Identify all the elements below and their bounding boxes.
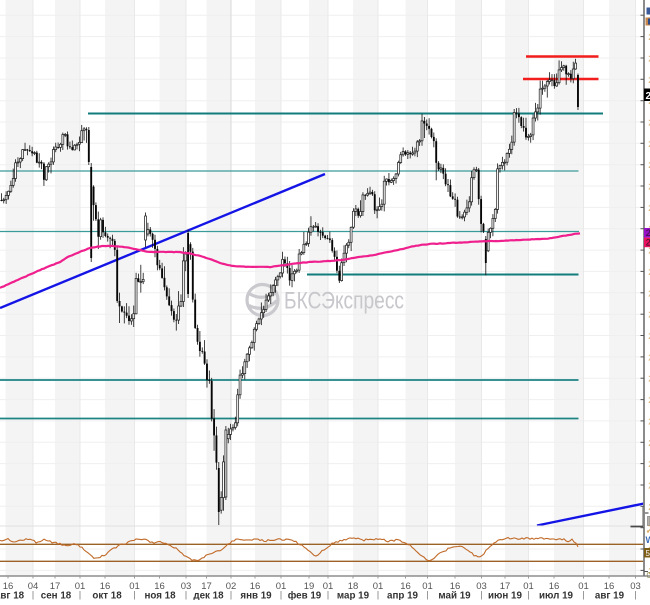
svg-text:2: 2 <box>646 228 650 238</box>
svg-text:май 19: май 19 <box>438 591 471 600</box>
svg-text:ноя 18: ноя 18 <box>144 591 176 600</box>
svg-text:03: 03 <box>181 581 192 592</box>
svg-text:сен 18: сен 18 <box>41 591 72 600</box>
svg-text:июн 19: июн 19 <box>488 591 522 600</box>
svg-text:03: 03 <box>630 581 641 592</box>
svg-text:янв 19: янв 19 <box>240 591 272 600</box>
svg-text:2: 2 <box>646 91 650 102</box>
svg-text:01: 01 <box>276 581 287 592</box>
svg-text:01: 01 <box>422 581 433 592</box>
svg-text:03: 03 <box>476 581 487 592</box>
svg-text:мар 19: мар 19 <box>337 591 370 600</box>
svg-text:01: 01 <box>323 581 334 592</box>
svg-text:01: 01 <box>523 581 534 592</box>
svg-text:фев 19: фев 19 <box>288 591 322 600</box>
svg-text:2: 2 <box>646 238 650 248</box>
svg-text:01: 01 <box>129 581 140 592</box>
svg-text:авг 19: авг 19 <box>595 591 625 600</box>
svg-text:01: 01 <box>75 581 86 592</box>
svg-text:02: 02 <box>226 581 237 592</box>
svg-text:5: 5 <box>646 549 650 558</box>
svg-text:окт 18: окт 18 <box>92 591 122 600</box>
svg-text:июл 19: июл 19 <box>539 591 574 600</box>
svg-text:01: 01 <box>373 581 384 592</box>
svg-text:W: W <box>646 535 650 545</box>
svg-text:апр 19: апр 19 <box>387 591 419 600</box>
svg-text:01: 01 <box>578 581 589 592</box>
svg-text:дек 18: дек 18 <box>193 591 224 600</box>
svg-text:04: 04 <box>28 581 39 592</box>
svg-text:авг 18: авг 18 <box>0 591 25 600</box>
svg-text:БКСЭкспресс: БКСЭкспресс <box>284 288 404 315</box>
